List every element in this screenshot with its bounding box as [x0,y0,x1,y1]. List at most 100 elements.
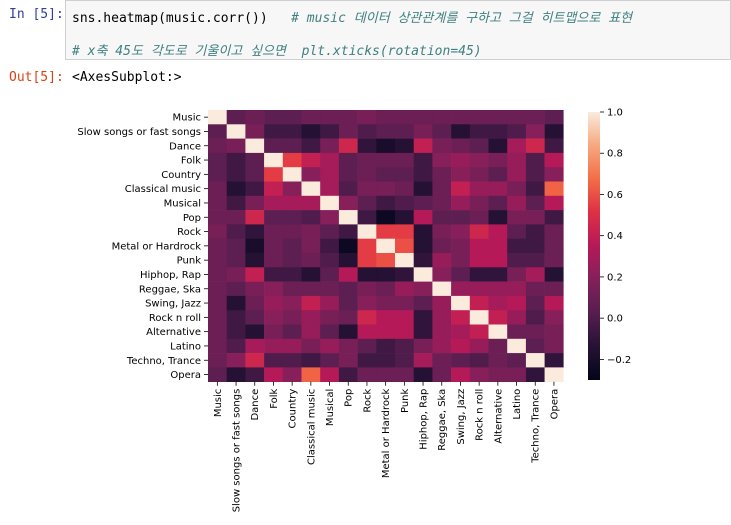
heatmap-cell [208,210,227,225]
heatmap-cell [282,324,302,340]
colorbar-tick-label: 0.2 [607,272,623,283]
heatmap-cell [264,253,284,268]
x-tick-label: Slow songs or fast songs [232,389,243,513]
heatmap-cell [226,253,246,268]
x-tick-label: Pop [344,389,355,407]
heatmap-cell [395,295,414,311]
heatmap-cell [357,353,377,368]
heatmap-cell [469,210,489,225]
heatmap-cell [432,224,452,239]
heatmap-cell [282,310,302,325]
heatmap-cell [282,367,302,382]
heatmap-cell [320,238,340,254]
y-tick-label: Metal or Hardrock [112,241,202,252]
heatmap-cell [264,181,284,197]
heatmap-cell [432,267,452,282]
heatmap-cell [264,210,284,225]
heatmap-cell [544,281,564,297]
heatmap-cell [525,124,545,139]
heatmap-cell [245,210,265,225]
heatmap-cell [301,210,321,225]
x-tick-label: Country [288,389,299,429]
heatmap-cell [376,181,396,197]
colorbar-tick-label: 0.6 [607,190,623,201]
heatmap-cell [245,295,265,311]
heatmap-cell [432,181,452,197]
heatmap-cell [264,224,284,239]
heatmap-cell [544,195,564,211]
heatmap-cell [357,253,377,268]
y-tick-label: Techno, Trance [126,356,201,367]
heatmap-cell [338,152,358,168]
heatmap-cell [320,310,340,325]
heatmap-cell [282,110,302,125]
heatmap-cell [395,324,414,340]
heatmap-cell [432,110,452,125]
heatmap-cell [226,238,246,254]
heatmap-cell [320,195,340,211]
heatmap-cell [245,281,265,297]
heatmap-cell [245,224,265,239]
heatmap-cell [432,253,452,268]
heatmap-cell [264,367,284,382]
heatmap-cell [544,338,564,354]
heatmap-cell [357,267,377,282]
heatmap-cell [544,324,564,340]
heatmap-cell [264,295,284,311]
heatmap-cell [395,338,414,354]
heatmap-cell [488,181,508,197]
heatmap-cell [338,353,358,368]
heatmap-cell [338,138,358,154]
heatmap-cell [413,238,433,254]
heatmap-cell [507,310,527,325]
heatmap-cell [320,338,340,354]
heatmap-cell [357,238,377,254]
heatmap-cell [469,138,489,154]
x-tick-label: Music [213,389,224,417]
heatmap-cell [413,181,433,197]
heatmap-cell [208,310,227,325]
heatmap-cell [507,367,527,382]
heatmap-cell [338,124,358,139]
heatmap-cell [451,353,471,368]
heatmap-cell [376,224,396,239]
x-tick-label: Opera [549,389,560,420]
x-tick-label: Swing, Jazz [456,389,467,445]
heatmap-cell [376,167,396,182]
heatmap-cell [432,167,452,182]
heatmap-cell [469,124,489,139]
heatmap-cell [544,210,564,225]
heatmap-cell [301,124,321,139]
heatmap-cell [451,267,471,282]
heatmap-cell [226,110,246,125]
heatmap-cell [488,110,508,125]
heatmap-cell [264,267,284,282]
heatmap-cell [488,353,508,368]
heatmap-cell [357,367,377,382]
heatmap-cell [301,195,321,211]
heatmap-cell [525,267,545,282]
heatmap-cell [395,181,414,197]
heatmap-cell [226,295,246,311]
heatmap-cell [395,167,414,182]
heatmap-cell [413,324,433,340]
heatmap-cell [320,267,340,282]
code-line-1: sns.heatmap(music.corr()) # music 데이터 상관… [72,7,632,26]
heatmap-cell [451,281,471,297]
heatmap-cell [413,367,433,382]
heatmap-cell [282,267,302,282]
heatmap-cell [226,224,246,239]
heatmap-cell [395,124,414,139]
heatmap-cell [376,338,396,354]
heatmap-cell [320,367,340,382]
heatmap-cell [432,124,452,139]
heatmap-cell [301,267,321,282]
heatmap-cell [413,224,433,239]
x-tick-label: Techno, Trance [531,389,542,464]
code-input-cell[interactable]: sns.heatmap(music.corr()) # music 데이터 상관… [65,0,731,60]
heatmap-cell [507,338,527,354]
heatmap-cell [488,281,508,297]
heatmap-cell [376,138,396,154]
heatmap-cell [488,267,508,282]
heatmap-cell [208,138,227,154]
